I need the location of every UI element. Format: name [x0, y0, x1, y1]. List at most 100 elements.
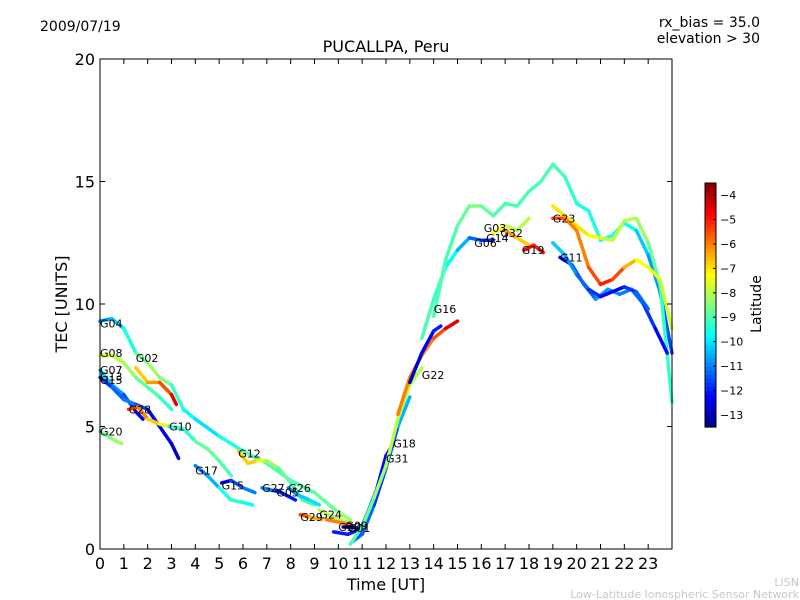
colorbar-band [705, 183, 716, 188]
colorbar-band [705, 276, 716, 282]
satellite-label: G08 [100, 347, 123, 360]
series-segment [551, 162, 567, 179]
series-segment [134, 351, 150, 365]
colorbar-band [705, 223, 716, 229]
colorbar-band [705, 349, 716, 355]
latitude-colorbar: −4 −5 −6 −7 −8 −9 −10 −11 −12 −13 [704, 182, 743, 428]
satellite-label: G01 [348, 522, 371, 535]
satellite-label: G14 [486, 232, 509, 245]
series-segment [110, 353, 126, 365]
x-tick-label: 19 [543, 554, 563, 573]
colorbar-band [705, 374, 716, 379]
colorbar-tick-label: −11 [720, 360, 743, 373]
colorbar-tick-label: −13 [720, 409, 743, 422]
series-segment [622, 258, 639, 270]
series-segment [122, 361, 138, 380]
y-axis: 0 5 10 15 20 [75, 50, 672, 559]
series-segment [348, 525, 364, 546]
colorbar-band [705, 382, 716, 387]
x-tick-label: 12 [376, 554, 396, 573]
series-segment [157, 375, 174, 387]
series-segment [634, 216, 650, 245]
x-axis: 0 1 2 3 4 5 6 7 8 9 10 11 12 13 14 15 16 17 18 19 20 21 22 23 [95, 59, 658, 573]
y-axis-label: TEC [UNITS] [52, 256, 71, 354]
x-tick-label: 8 [286, 554, 296, 573]
series-segment [134, 375, 150, 390]
series-segment [586, 209, 603, 243]
series-segment [622, 285, 639, 294]
colorbar-band [705, 219, 716, 225]
colorbar-band [705, 284, 716, 290]
network-name: Low-Latitude Ionospheric Sensor Network [570, 588, 799, 600]
series-segment [134, 365, 150, 385]
colorbar-band [705, 366, 716, 371]
series-segment [286, 486, 300, 497]
series-segment [336, 510, 353, 522]
series-segment [312, 490, 341, 515]
x-tick-label: 21 [590, 554, 610, 573]
series-segment [479, 204, 496, 218]
colorbar-band [705, 337, 716, 343]
x-tick-label: 23 [638, 554, 658, 573]
satellite-label: G20 [100, 425, 123, 438]
colorbar-band [705, 325, 716, 330]
x-tick-label: 22 [614, 554, 634, 573]
series-G29 [298, 512, 324, 522]
series-G17 [193, 463, 255, 507]
series-segment [324, 517, 341, 524]
colorbar-band [705, 235, 716, 241]
colorbar-band [705, 191, 716, 196]
series-segment [593, 287, 610, 301]
colorbar-band [705, 329, 716, 335]
series-segment [503, 223, 519, 233]
colorbar-band [705, 402, 716, 408]
series-segment [193, 417, 221, 439]
series-segment [122, 326, 138, 355]
series-segment [277, 466, 293, 485]
colorbar-band [705, 199, 716, 204]
colorbar-band [705, 386, 716, 391]
series-segment [360, 503, 376, 537]
colorbar-band [705, 280, 716, 286]
series-segment [284, 493, 298, 502]
series-segment [551, 204, 567, 218]
series-segment [157, 380, 174, 397]
series-segment [145, 361, 162, 380]
colorbar-band [705, 292, 716, 298]
colorbar-band [705, 309, 716, 314]
series-segment [167, 424, 186, 431]
series-segment [658, 282, 674, 404]
satellite-label: G17 [195, 465, 218, 478]
colorbar-band [705, 207, 716, 213]
series-segment [331, 530, 350, 537]
series-segment [431, 258, 448, 319]
series-segment [307, 515, 324, 522]
series-segment [193, 439, 210, 451]
series-G14 [491, 216, 531, 235]
series-segment [598, 236, 615, 243]
satellite-label: G30 [338, 521, 361, 534]
series-segment [98, 368, 114, 387]
series-G24 [317, 508, 350, 524]
series-segment [653, 326, 669, 355]
series-segment [241, 486, 257, 495]
satellite-label: G26 [288, 482, 311, 495]
series-G32 [503, 228, 531, 247]
series-G11b [551, 241, 650, 311]
y-tick-label: 15 [75, 173, 95, 192]
series-G10 [167, 424, 233, 478]
satellite-label: G18 [393, 438, 416, 451]
series-segment [274, 488, 288, 497]
series-segment [360, 495, 376, 529]
y-tick-label: 5 [85, 418, 95, 437]
series-segment [563, 216, 579, 233]
series-segment [205, 473, 221, 490]
y-tick-label: 20 [75, 50, 95, 69]
series-segment [205, 446, 221, 463]
colorbar-tick-label: −4 [720, 189, 736, 202]
satellite-label: G16 [434, 303, 457, 316]
colorbar-band [705, 414, 716, 420]
colorbar-band [705, 256, 716, 261]
satellite-label: G27 [262, 482, 285, 495]
satellite-label: G28 [129, 403, 152, 416]
